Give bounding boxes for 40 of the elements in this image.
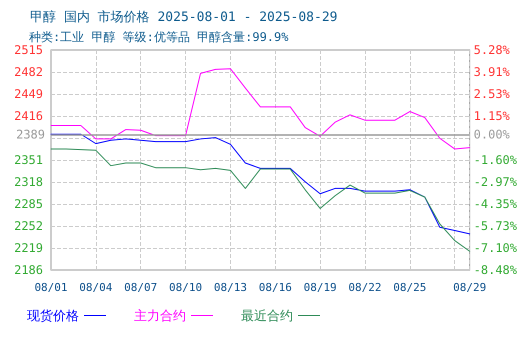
y2-tick-label: -8.48%: [474, 263, 518, 277]
x-tick-label: 08/13: [214, 281, 247, 294]
y2-tick-label: 0.00%: [474, 127, 511, 142]
x-tick-label: 08/10: [169, 281, 202, 294]
y2-tick-label: 2.53%: [474, 86, 511, 101]
line-series: [50, 68, 470, 150]
y-tick-label: 2482: [14, 65, 43, 79]
y2-tick-label: -7.10%: [474, 240, 518, 255]
x-tick-label: 08/16: [258, 281, 292, 294]
y-tick-label: 2318: [14, 175, 43, 189]
ref-line-label: 2389: [16, 127, 45, 142]
y2-tick-label: 5.28%: [474, 43, 511, 57]
chart-title: 甲醇 国内 市场价格 2025-08-01 - 2025-08-29: [30, 10, 338, 25]
y-tick-label: 2449: [14, 87, 43, 101]
y-tick-label: 2416: [14, 109, 43, 123]
x-tick-label: 08/19: [304, 281, 337, 294]
legend-label: 最近合约: [241, 308, 293, 323]
y2-tick-label: -4.35%: [474, 196, 518, 211]
line-series: [50, 148, 470, 252]
line-series: [50, 134, 470, 234]
y-tick-label: 2252: [14, 219, 43, 233]
x-tick-label: 08/25: [393, 281, 426, 294]
y2-tick-label: 1.15%: [474, 109, 511, 124]
legend-label: 现货价格: [27, 308, 79, 323]
y2-tick-label: -5.73%: [474, 219, 518, 234]
y2-tick-label: -2.97%: [474, 174, 518, 189]
y-tick-label: 2515: [14, 43, 43, 57]
legend-label: 主力合约: [134, 308, 186, 323]
y-tick-label: 2285: [14, 197, 43, 211]
x-tick-label: 08/29: [453, 281, 486, 294]
y-tick-label: 2351: [14, 153, 43, 167]
chart-subtitle: 种类:工业 甲醇 等级:优等品 甲醇含量:99.9%: [29, 30, 290, 44]
x-tick-label: 08/04: [79, 281, 113, 294]
x-tick-label: 08/07: [124, 281, 158, 294]
x-tick-label: 08/22: [348, 281, 382, 294]
y-tick-label: 2219: [14, 241, 43, 255]
x-tick-label: 08/01: [34, 281, 68, 294]
y2-tick-label: -1.60%: [474, 153, 518, 167]
y-tick-label: 2186: [14, 263, 43, 277]
y2-tick-label: 3.91%: [474, 64, 511, 79]
